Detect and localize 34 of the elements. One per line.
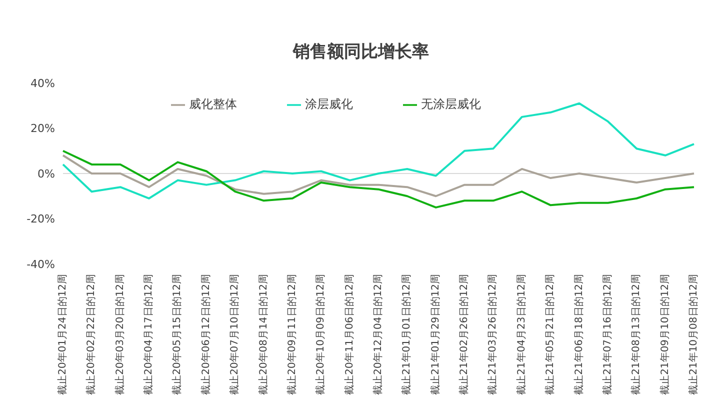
y-tick-label: -20%: [26, 212, 55, 226]
y-tick-label: 0%: [38, 167, 55, 180]
y-tick-label: 20%: [30, 122, 55, 136]
x-tick-label: 截止21年01月29日的12周: [429, 274, 442, 395]
line-series: [62, 150, 695, 208]
x-tick-label: 截止20年12月04日的12周: [372, 274, 384, 395]
x-tick-label: 截止20年02月22日的12周: [85, 274, 98, 395]
x-tick-label: 截止20年03月20日的12周: [114, 274, 126, 395]
x-tick-label: 截止20年08月14日的12周: [257, 274, 270, 395]
x-tick-label: 截止21年02月26日的12周: [458, 274, 470, 395]
x-tick-label: 截止21年09月10日的12周: [658, 274, 671, 395]
chart-title: 销售额同比增长率: [292, 41, 430, 63]
x-tick-label: 截止21年04月23日的12周: [515, 274, 528, 395]
x-tick-label: 截止20年04月17日的12周: [142, 274, 155, 395]
x-tick-label: 截止21年08月13日的12周: [630, 274, 642, 395]
legend-label: 无涂层威化: [421, 97, 481, 111]
x-tick-label: 截止20年01月24日的12周: [56, 274, 68, 395]
line-series: [62, 154, 695, 198]
x-tick-label: 截止20年10月09日的12周: [314, 274, 327, 395]
x-tick-label: 截止20年05月15日的12周: [171, 274, 184, 395]
y-tick-label: 40%: [30, 76, 55, 90]
x-tick-label: 截止20年06月12日的12周: [200, 274, 212, 395]
x-tick-label: 截止21年10月08日的12周: [688, 274, 700, 395]
x-tick-label: 截止20年11月06日的12周: [343, 274, 356, 395]
x-tick-label: 截止21年05月21日的12周: [544, 274, 556, 395]
y-tick-label: -40%: [26, 258, 55, 271]
x-tick-label: 截止21年06月18日的12周: [572, 274, 585, 395]
x-tick-label: 截止21年07月16日的12周: [601, 274, 614, 395]
x-tick-label: 截止21年03月26日的12周: [486, 274, 499, 395]
legend-label: 威化整体: [189, 97, 237, 111]
legend-label: 涂层威化: [305, 97, 353, 111]
x-tick-label: 截止20年07月10日的12周: [228, 274, 241, 395]
x-tick-label: 截止20年09月11日的12周: [286, 274, 298, 395]
x-tick-label: 截止21年01月01日的12周: [400, 274, 413, 395]
